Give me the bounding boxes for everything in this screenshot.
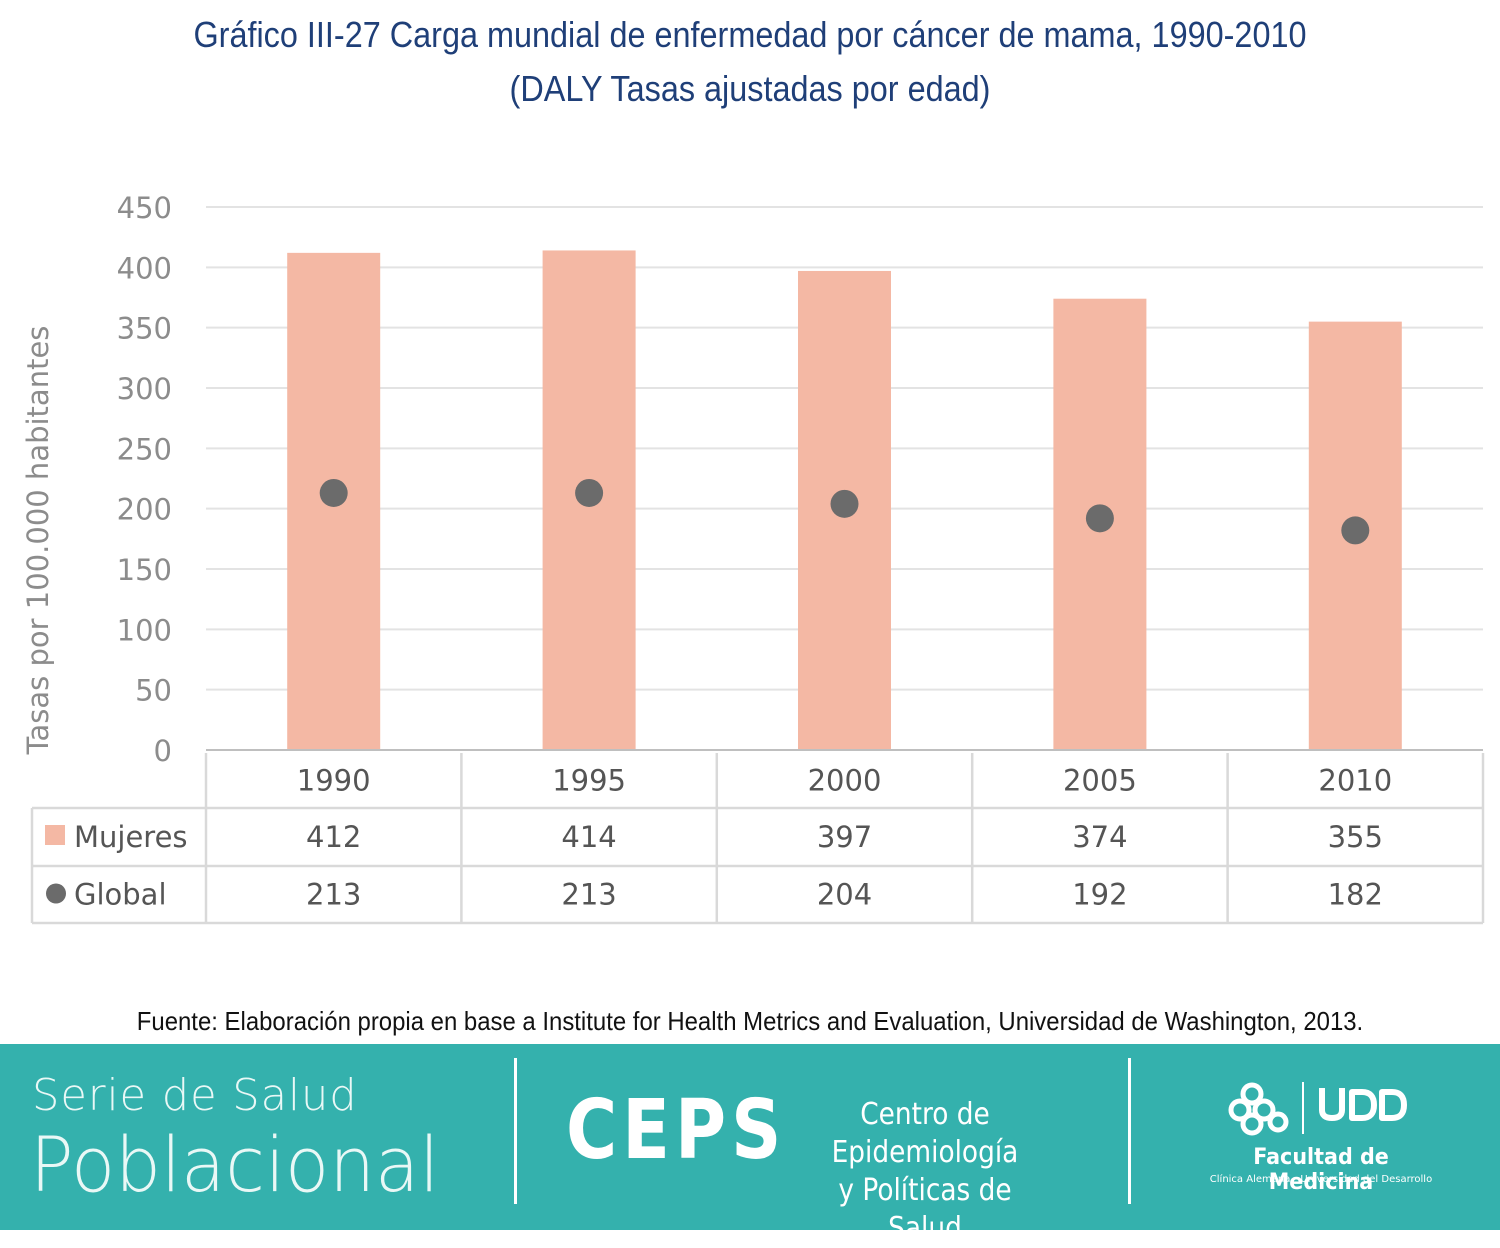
data-label-global: 204 bbox=[817, 878, 872, 912]
footer-divider bbox=[514, 1058, 517, 1204]
udd-divider bbox=[1302, 1082, 1304, 1134]
y-tick-label: 100 bbox=[117, 613, 172, 647]
legend-key-mujeres bbox=[45, 825, 65, 845]
x-tick-label: 2000 bbox=[808, 764, 882, 798]
data-label-global: 182 bbox=[1328, 878, 1383, 912]
udd-logo bbox=[1319, 1088, 1407, 1121]
y-tick-label: 0 bbox=[154, 734, 172, 768]
x-tick-label: 2010 bbox=[1318, 764, 1392, 798]
data-label-global: 213 bbox=[561, 878, 616, 912]
data-label-mujeres: 414 bbox=[561, 820, 616, 854]
y-tick-label: 250 bbox=[117, 432, 172, 466]
ceps-subtitle: Centro de Epidemiología y Políticas de S… bbox=[797, 1096, 1052, 1248]
data-label-mujeres: 355 bbox=[1328, 820, 1383, 854]
data-label-global: 213 bbox=[306, 878, 361, 912]
faculty-name: Facultad de Medicina bbox=[1253, 1145, 1389, 1195]
footer-divider bbox=[1128, 1058, 1131, 1204]
faculty-emblem-icon bbox=[1228, 1082, 1289, 1136]
x-tick-label: 1990 bbox=[297, 764, 371, 798]
y-tick-label: 150 bbox=[117, 553, 172, 587]
y-tick-label: 200 bbox=[117, 493, 172, 527]
data-label-mujeres: 374 bbox=[1072, 820, 1127, 854]
y-tick-label: 50 bbox=[135, 674, 172, 708]
y-tick-label: 350 bbox=[117, 312, 172, 346]
ceps-logo: CEPS bbox=[566, 1083, 787, 1178]
x-tick-label: 1995 bbox=[552, 764, 626, 798]
y-tick-label: 450 bbox=[117, 191, 172, 225]
legend-key-global bbox=[46, 883, 66, 904]
point-global bbox=[319, 478, 348, 507]
data-label-mujeres: 397 bbox=[817, 820, 872, 854]
y-tick-label: 300 bbox=[117, 372, 172, 406]
point-global bbox=[1341, 516, 1370, 545]
ceps-subtitle-line1: Centro de Epidemiología bbox=[831, 1097, 1019, 1170]
x-tick-label: 2005 bbox=[1063, 764, 1137, 798]
data-label-mujeres: 412 bbox=[306, 820, 361, 854]
point-global bbox=[830, 489, 859, 518]
y-axis-label: Tasas por 100.000 habitantes bbox=[21, 326, 55, 756]
legend-label-mujeres: Mujeres bbox=[74, 820, 188, 854]
faculty-subtitle: Clínica Alemana - Universidad del Desarr… bbox=[1209, 1174, 1433, 1185]
series-name-top: Serie de Salud bbox=[32, 1070, 358, 1121]
series-name-bottom: Poblacional bbox=[30, 1120, 440, 1209]
chart-title-line2: (DALY Tasas ajustadas por edad) bbox=[509, 68, 991, 109]
chart-area: 0 50 100 150 200 250 300 350 400 450 Tasas por 100… bbox=[21, 191, 1485, 925]
data-label-global: 192 bbox=[1072, 878, 1127, 912]
legend-label-global: Global bbox=[74, 878, 167, 912]
footer-banner: Serie de Salud Poblacional CEPS Centro d… bbox=[0, 1044, 1500, 1246]
source-note: Fuente: Elaboración propia en base a Ins… bbox=[136, 1006, 1364, 1036]
ceps-subtitle-line2: y Políticas de Salud bbox=[838, 1173, 1012, 1246]
point-global bbox=[1085, 504, 1114, 533]
point-global bbox=[575, 478, 604, 507]
y-tick-label: 400 bbox=[117, 251, 172, 285]
chart-title-line1: Gráfico III-27 Carga mundial de enfermed… bbox=[193, 14, 1307, 55]
